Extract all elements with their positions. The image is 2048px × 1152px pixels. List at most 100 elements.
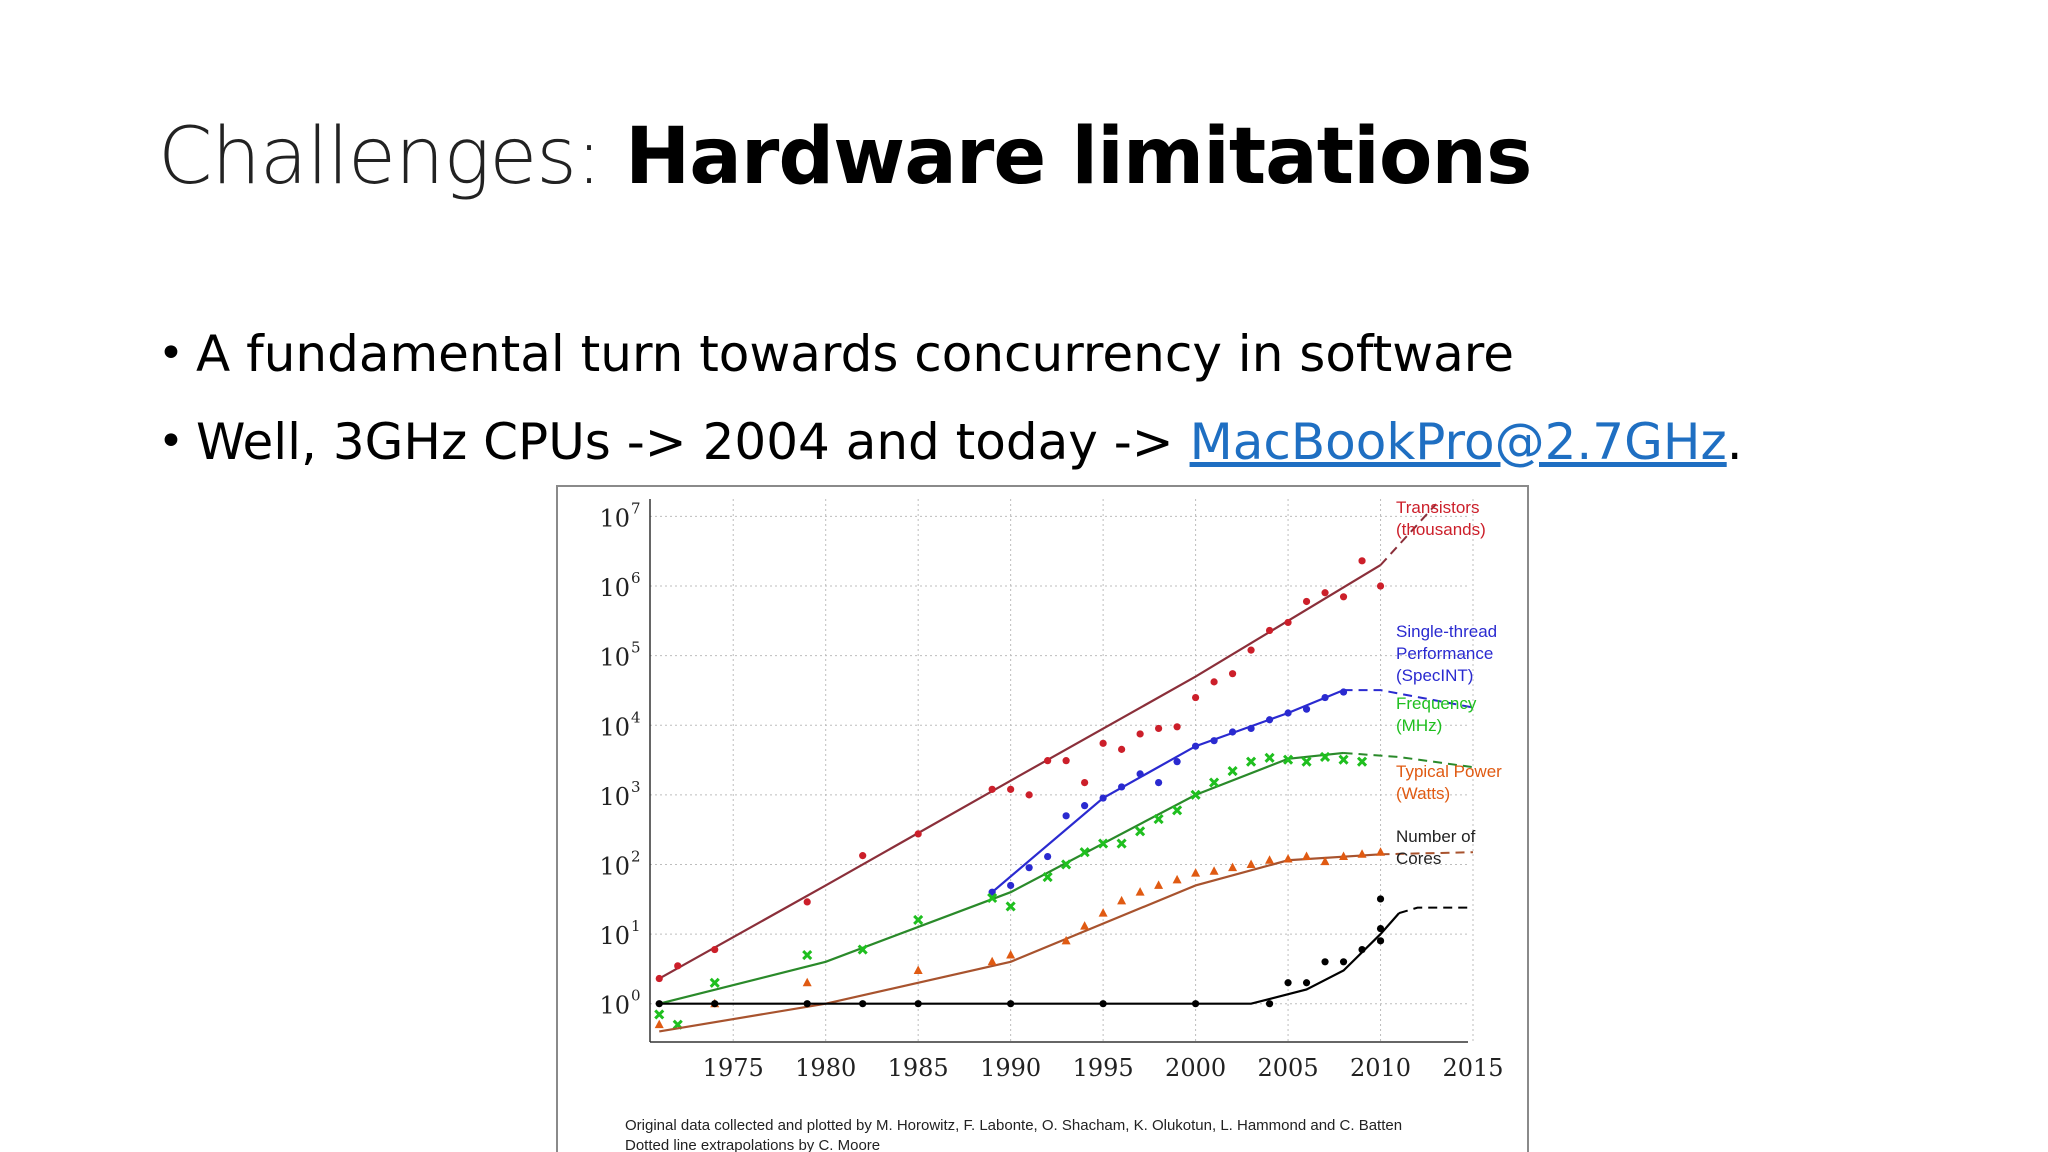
trend-line [658, 564, 1382, 980]
data-point [914, 1000, 922, 1008]
y-tick-exponent: 2 [631, 847, 641, 865]
data-point [1283, 754, 1294, 765]
legend-label: (thousands) [1396, 520, 1486, 539]
data-point [1246, 756, 1257, 767]
data-point [1228, 670, 1237, 678]
data-point [1339, 958, 1348, 966]
data-point [1301, 756, 1312, 767]
data-point [1247, 724, 1255, 733]
data-point [1284, 618, 1292, 627]
data-point [1190, 789, 1201, 800]
legend-label: (SpecINT) [1396, 666, 1473, 685]
data-point [1191, 693, 1200, 702]
data-point [1135, 826, 1146, 837]
data-point [1007, 881, 1015, 890]
data-point [1339, 851, 1349, 861]
data-point [1376, 937, 1385, 945]
data-point [655, 974, 663, 983]
data-point [1191, 1000, 1200, 1008]
data-point [1228, 862, 1238, 872]
data-point [1007, 785, 1015, 793]
trend-line [658, 751, 1344, 1005]
data-point [988, 888, 996, 896]
data-point [1081, 802, 1089, 810]
x-tick-label: 2005 [1258, 1054, 1319, 1082]
data-point [1099, 1000, 1107, 1008]
data-point [1376, 895, 1385, 903]
data-point [1118, 783, 1126, 791]
y-tick-exponent: 3 [631, 778, 641, 796]
macbookpro-link[interactable]: MacBookPro@2.7GHz [1189, 413, 1727, 471]
data-point [1117, 895, 1127, 905]
y-tick-label: 10 [599, 644, 630, 672]
data-point [802, 977, 812, 987]
data-point [987, 956, 997, 966]
data-point [1098, 838, 1109, 849]
x-tick-label: 1985 [888, 1054, 949, 1082]
y-tick-label: 10 [599, 852, 630, 880]
data-point [1173, 723, 1181, 731]
data-point [674, 962, 682, 970]
y-tick-label: 10 [599, 783, 630, 811]
data-point [1042, 871, 1053, 883]
data-point [1025, 864, 1033, 872]
data-point [1284, 979, 1292, 987]
data-point [987, 892, 998, 904]
data-point [1265, 626, 1274, 635]
y-tick-exponent: 4 [631, 708, 641, 726]
data-point [859, 852, 867, 860]
bullet-list: A fundamental turn towards concurrency i… [158, 310, 1743, 486]
data-point [1172, 874, 1182, 884]
data-point [1079, 847, 1090, 858]
data-point [1376, 924, 1385, 933]
data-point [1173, 758, 1181, 766]
bullet-text: A fundamental turn towards concurrency i… [196, 325, 1514, 383]
title-prefix: Challenges: [158, 112, 625, 202]
title-emphasis: Hardware limitations [624, 112, 1532, 202]
data-point [1302, 597, 1311, 606]
bullet-item: Well, 3GHz CPUs -> 2004 and today -> Mac… [158, 398, 1743, 486]
data-point [1284, 709, 1292, 717]
data-point [1098, 908, 1108, 917]
data-point [1155, 779, 1163, 787]
data-point [859, 1000, 867, 1008]
data-point [1264, 752, 1275, 763]
legend-label: Number of [1396, 827, 1476, 846]
x-tick-label: 1975 [703, 1054, 764, 1082]
y-tick-exponent: 1 [631, 917, 641, 935]
credit-line-2: Dotted line extrapolations by C. Moore [625, 1137, 881, 1152]
data-point [1025, 791, 1033, 799]
data-point [1302, 705, 1311, 713]
data-point [1357, 849, 1367, 858]
trend-line [659, 912, 1400, 1005]
data-point [1302, 851, 1312, 861]
data-point [1005, 901, 1016, 912]
data-point [1339, 593, 1348, 601]
credit-line-1: Original data collected and plotted by M… [625, 1117, 1403, 1134]
data-point [1376, 582, 1385, 590]
bullet-end: . [1726, 413, 1743, 471]
data-point [1227, 765, 1238, 777]
data-point [1061, 935, 1071, 945]
data-point [1080, 921, 1090, 930]
data-point [1265, 716, 1274, 724]
extrapolation-line [1343, 751, 1474, 769]
data-point [1044, 852, 1052, 861]
data-point [1172, 805, 1183, 816]
data-point [1210, 678, 1218, 686]
data-point [1283, 853, 1293, 863]
extrapolation-line [1398, 906, 1474, 915]
x-tick-label: 1990 [980, 1054, 1041, 1082]
data-point [1358, 557, 1366, 565]
data-point [1265, 855, 1275, 864]
data-point [1136, 770, 1144, 778]
data-point [1099, 739, 1107, 747]
extrapolation-line [1380, 851, 1474, 856]
data-point [1099, 794, 1107, 802]
data-point [1061, 859, 1072, 870]
slide-title: Challenges: Hardware limitations [158, 118, 1532, 196]
legend-label: Typical Power [1396, 762, 1502, 781]
data-point [1006, 950, 1016, 959]
data-point [1228, 728, 1237, 736]
data-point [1321, 589, 1329, 597]
